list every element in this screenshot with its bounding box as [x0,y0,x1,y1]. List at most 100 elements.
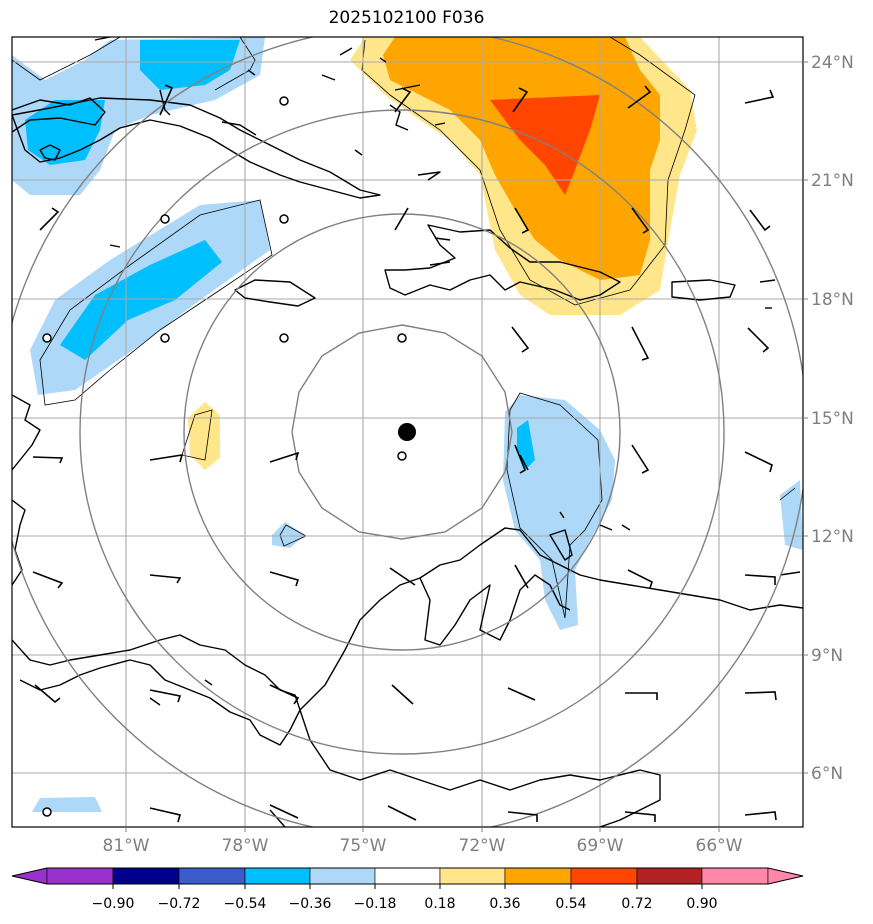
calm-marker [397,451,407,461]
colorbar-tick-label: −0.18 [354,896,397,912]
negative-contour-nw-core-2 [25,100,105,165]
negative-contour-small [272,522,305,548]
wind-barb [744,691,777,701]
colorbar-tick-label: −0.54 [224,896,267,912]
range-ring-3 [79,109,725,755]
colorbar-segment [178,867,246,885]
contour-fills [12,37,803,812]
wind-barb [744,451,773,473]
calm-marker [279,96,289,106]
colorbar-tick-label: 0.90 [686,896,717,912]
colorbar-tick-label: 0.72 [621,896,652,912]
wind-barb [744,89,775,104]
longitude-label: 75°W [340,836,387,856]
wind-barb [507,811,538,822]
negative-contour-sw [32,797,102,812]
wind-barb [149,689,182,703]
latitude-label: 9°N [811,646,843,666]
lat-lon-grid [12,37,803,827]
wind-barb [269,804,299,819]
wind-barb [512,87,529,113]
calm-marker [279,333,289,343]
wind-barb [32,571,64,589]
positive-contour-ne-red [490,95,600,195]
longitude-label: 69°W [577,836,624,856]
wind-barb [624,811,656,822]
wind-barb [159,84,174,116]
colorbar-segment [112,867,180,885]
plot-frame [11,36,804,828]
coastlines [12,37,803,827]
colorbar-segment [570,867,638,885]
wind-barb [394,207,409,231]
latitude-label: 15°N [811,409,854,429]
storm-center-marker [398,423,416,441]
colorbar-tick-label: 0.36 [489,896,520,912]
wind-barb [744,811,777,821]
calm-marker [397,333,407,343]
wind-barb [514,564,529,589]
wind-barb [32,456,64,464]
negative-contour-edge [780,480,803,550]
wind-barb [394,87,412,113]
colorbar-segment [636,867,703,885]
colorbar-segment [46,867,114,885]
calm-wind-markers [42,96,407,817]
positive-contour-small [188,402,220,470]
wind-barb [625,692,658,700]
range-ring-2 [183,213,621,651]
wind-barb [269,451,300,463]
wind-barb [744,574,776,585]
wind-barb [631,326,650,361]
colorbar-tick-label: 0.54 [555,896,586,912]
colorbar-ticks [112,884,703,889]
contour-lines [12,37,796,619]
wind-barb [391,684,414,705]
range-rings [12,37,803,827]
latitude-label: 6°N [811,764,843,784]
wind-barb [269,684,300,705]
longitude-label: 81°W [103,836,150,856]
colorbar-tick-label: 0.18 [424,896,455,912]
wind-barb [747,327,770,353]
calm-marker [279,214,289,224]
wind-barb [389,567,416,586]
colorbar-extend-low [11,867,48,885]
colorbar-tick-label: −0.36 [289,896,332,912]
wind-barb [749,209,771,232]
wind-barb [269,571,300,587]
wind-barb [627,85,652,109]
colorbar-tick-label: −0.90 [92,896,135,912]
negative-contour-band-core [60,240,222,360]
calm-marker [160,214,170,224]
range-ring-1 [291,324,513,540]
calm-marker [42,807,52,817]
wind-barb [39,207,60,231]
wind-barb [507,687,536,701]
wind-barb [149,574,182,584]
colorbar-outline [11,867,804,885]
wind-barb [387,805,417,821]
wind-barb [631,207,650,234]
longitude-label: 78°W [222,836,269,856]
latitude-label: 24°N [811,53,854,73]
latitude-label: 21°N [811,171,854,191]
colorbar [11,867,804,885]
latitude-label: 12°N [811,527,854,547]
wind-barb [149,807,182,823]
colorbar-extend-high [767,867,804,885]
wind-barb [514,444,526,474]
longitude-label: 66°W [696,836,743,856]
wind-barb [34,684,61,704]
colorbar-segment [374,867,441,885]
calm-marker [160,333,170,343]
wind-barb [149,454,184,463]
latitude-label: 18°N [811,290,854,310]
colorbar-segment [244,867,311,885]
wind-barb [514,207,530,234]
longitude-axis [125,827,720,832]
wind-barb [631,444,650,474]
plot-area [12,37,803,827]
longitude-label: 72°W [459,836,506,856]
